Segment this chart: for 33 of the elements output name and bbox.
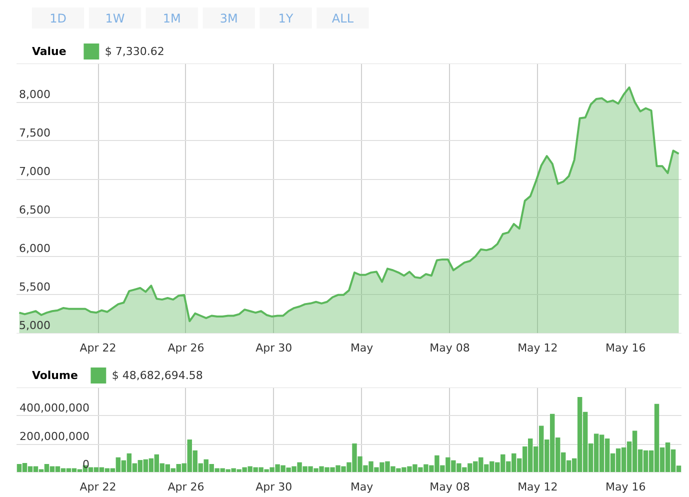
x-tick-label: Apr 26 [168,342,204,354]
text: ALL [332,12,354,26]
y-tick-label: 6,500 [19,203,51,216]
legend-label: Volume [32,369,78,382]
x-tick-label: May 12 [518,342,558,354]
x-tick-label: May 12 [518,480,558,494]
x-tick-label: Apr 26 [168,480,204,494]
text: 1M [162,12,181,26]
y-tick-label: 5,000 [19,319,51,332]
x-tick-label: Apr 30 [256,480,292,494]
text: 1W [105,12,125,26]
y-tick-label: 400,000,000 [20,402,90,415]
y-tick-label: 5,500 [19,280,51,294]
x-tick-label: Apr 22 [80,342,116,354]
text: $ 7,330.62 [104,45,164,58]
x-tick-label: May [350,342,374,354]
y-tick-label: 6,000 [19,242,51,256]
x-tick-label: May 08 [430,342,470,354]
x-tick-label: Apr 30 [256,342,292,354]
text: 1D [50,12,66,26]
x-tick-label: Apr 22 [80,480,116,494]
x-tick-label: May 16 [606,342,646,354]
text: 3M [220,12,238,26]
x-tick-label: May 08 [430,480,470,494]
y-tick-label: 7,000 [19,164,51,178]
x-tick-label: May 16 [606,480,646,494]
legend-label: Value [32,45,66,58]
text: $ 48,682,694.58 [112,369,203,382]
y-tick-label: 200,000,000 [20,430,90,443]
y-tick-label: 7,500 [19,126,51,140]
x-tick-label: May [350,480,374,494]
y-tick-label: 8,000 [19,88,51,101]
text: 1Y [278,12,294,26]
